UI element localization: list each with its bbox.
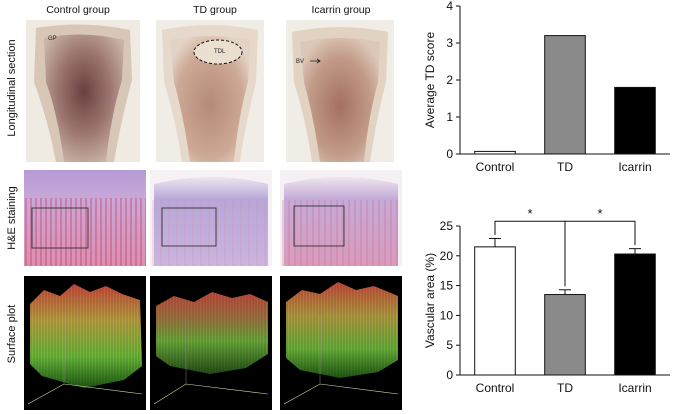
td-score-chart: 0 1 2 3 4 Average TD score Control TD Icarrin (423, 0, 670, 174)
significance-bracket (564, 220, 636, 287)
y-tick-label: 10 (440, 308, 454, 322)
x-tick-label: Icarrin (618, 160, 651, 174)
row-label-he-staining: H&E staining (6, 186, 18, 250)
x-tick-label: TD (557, 381, 573, 395)
vascular-area-chart: 0 5 10 15 20 25 Vascular area (%) Control TD Icar… (423, 206, 670, 395)
photo-td-longitudinal: TDL (156, 20, 264, 162)
y-tick-label: 20 (440, 249, 454, 263)
y-axis-title: Average TD score (423, 32, 437, 129)
column-title-control: Control group (46, 4, 110, 16)
roi-box (293, 205, 345, 247)
y-tick-label: 2 (446, 73, 453, 87)
y-tick-label: 0 (446, 368, 453, 382)
bar-control (474, 246, 516, 376)
y-tick-label: 15 (440, 279, 454, 293)
row-label-surface-plot: Surface plot (6, 304, 18, 364)
bar-icarrin (614, 253, 656, 376)
y-tick-label: 5 (446, 338, 453, 352)
significance-star: * (597, 206, 602, 221)
column-title-td: TD group (193, 4, 237, 16)
annotation-gp: GP (48, 36, 57, 42)
histology-control (24, 170, 146, 266)
y-tick-label: 25 (440, 219, 454, 233)
significance-star: * (527, 206, 532, 221)
y-tick-label: 0 (446, 147, 453, 161)
histology-icarrin (280, 170, 402, 266)
row-label-longitudinal: Longitudinal section (6, 39, 18, 137)
bar-control (474, 150, 516, 155)
surface-plot-control (24, 276, 146, 410)
y-tick-label: 1 (446, 110, 453, 124)
roi-box (161, 207, 217, 247)
annotation-tdl: TDL (214, 49, 226, 55)
y-tick-label: 3 (446, 36, 453, 50)
bar-td (544, 294, 586, 376)
histology-td (150, 170, 272, 266)
y-tick-label: 4 (446, 0, 453, 13)
x-tick-label: TD (557, 160, 573, 174)
bar-td (544, 35, 586, 155)
x-tick-label: Icarrin (618, 381, 651, 395)
x-tick-label: Control (476, 381, 515, 395)
annotation-bv: BV (296, 59, 304, 65)
bar-icarrin (614, 86, 656, 155)
photo-icarrin-longitudinal: BV (286, 20, 394, 162)
y-axis-title: Vascular area (%) (423, 253, 437, 348)
surface-plot-icarrin (280, 276, 402, 410)
surface-plot-td (150, 276, 272, 410)
photo-control-longitudinal: GP (26, 20, 140, 162)
roi-box (31, 207, 89, 249)
column-title-icarrin: Icarrin group (311, 4, 371, 16)
x-tick-label: Control (476, 160, 515, 174)
